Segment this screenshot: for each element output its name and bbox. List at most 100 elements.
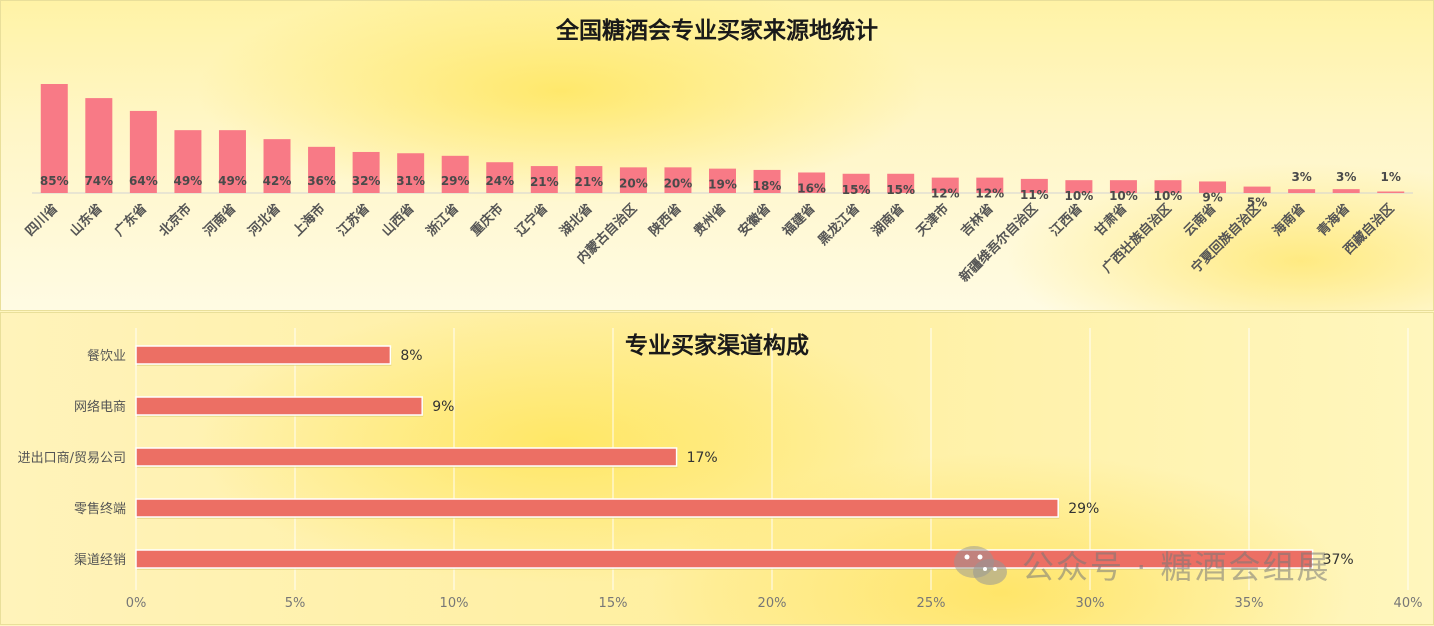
data-label-宁夏回族自治区: 5% <box>1247 196 1267 210</box>
data-label-网络电商: 9% <box>432 399 454 415</box>
wechat-icon <box>950 542 1010 588</box>
tick-label-江西省: 江西省 <box>1047 201 1086 240</box>
data-label-浙江省: 29% <box>441 174 470 188</box>
tick-label-云南省: 云南省 <box>1180 201 1219 240</box>
bar-黑龙江省 <box>842 173 870 193</box>
x-tick-label: 30% <box>1076 596 1105 611</box>
bar-宁夏回族自治区 <box>1243 186 1271 193</box>
data-label-辽宁省: 21% <box>530 175 559 189</box>
data-label-餐饮业: 8% <box>400 348 422 364</box>
bar-渠道经销 <box>135 549 1314 569</box>
tick-label-贵州省: 贵州省 <box>690 201 729 240</box>
chart-title: 全国糖酒会专业买家来源地统计 <box>556 18 878 44</box>
tick-label-重庆市: 重庆市 <box>468 201 507 240</box>
bar-陕西省 <box>664 167 692 193</box>
channel-chart-panel: 0% 5% 10% 15% 20% 25% 30% 35% 40% 8% 餐饮业 9% 网络电商 17% 进… <box>0 312 1434 625</box>
bar-上海市 <box>308 146 336 193</box>
bar-山东省 <box>85 98 113 193</box>
tick-label-江苏省: 江苏省 <box>334 201 373 240</box>
source-region-chart-panel: 85% 四川省 74% 山东省 64% 广东省 49% 北京市 49% 河南省 42% 河北省 36% 上… <box>0 0 1434 311</box>
bar-重庆市 <box>486 162 514 193</box>
x-tick-label: 0% <box>126 596 147 611</box>
data-label-山西省: 31% <box>396 174 425 188</box>
data-label-河北省: 42% <box>263 174 292 188</box>
bar-云南省 <box>1199 181 1227 193</box>
tick-label-黑龙江省: 黑龙江省 <box>815 201 863 249</box>
tick-label-山东省: 山东省 <box>67 201 106 240</box>
bar-福建省 <box>798 172 826 193</box>
data-label-重庆市: 24% <box>485 174 514 188</box>
data-label-天津市: 12% <box>931 187 960 201</box>
data-label-内蒙古自治区: 20% <box>619 176 648 190</box>
data-label-湖南省: 15% <box>886 183 915 197</box>
data-label-江苏省: 32% <box>352 174 381 188</box>
tick-label-海南省: 海南省 <box>1270 201 1309 240</box>
data-label-海南省: 3% <box>1291 170 1311 184</box>
chart-title: 专业买家渠道构成 <box>625 333 809 359</box>
bar-安徽省 <box>753 169 781 193</box>
data-label-云南省: 9% <box>1202 190 1222 204</box>
data-label-广东省: 64% <box>129 174 158 188</box>
bar-零售终端 <box>135 498 1059 518</box>
data-label-安徽省: 18% <box>753 179 782 193</box>
bar-网络电商 <box>135 396 423 416</box>
category-label-渠道经销: 渠道经销 <box>74 553 126 568</box>
data-label-西藏自治区: 1% <box>1381 170 1401 184</box>
data-label-北京市: 49% <box>174 174 203 188</box>
tick-label-吉林省: 吉林省 <box>958 201 997 240</box>
data-label-陕西省: 20% <box>664 176 693 190</box>
category-label-网络电商: 网络电商 <box>74 399 126 415</box>
data-label-吉林省: 12% <box>975 187 1004 201</box>
watermark-text: 公众号 · 糖酒会组展 <box>1022 548 1331 586</box>
data-label-进出口商/贸易公司: 17% <box>687 450 718 466</box>
bar-西藏自治区 <box>1377 191 1405 193</box>
bar-青海省 <box>1332 189 1360 193</box>
x-tick-label: 40% <box>1394 596 1423 611</box>
tick-label-辽宁省: 辽宁省 <box>512 201 551 240</box>
x-tick-label: 35% <box>1235 596 1264 611</box>
data-label-甘肃省: 10% <box>1109 189 1138 203</box>
x-tick-label: 25% <box>917 596 946 611</box>
tick-label-福建省: 福建省 <box>779 201 819 241</box>
bar-吉林省 <box>976 177 1004 193</box>
tick-label-北京市: 北京市 <box>156 201 195 240</box>
bar-辽宁省 <box>530 166 558 193</box>
data-label-湖北省: 21% <box>574 175 603 189</box>
bar-天津市 <box>931 177 959 193</box>
tick-label-天津市: 天津市 <box>913 201 952 240</box>
bar-河北省 <box>263 139 291 193</box>
x-tick-label: 10% <box>440 596 469 611</box>
bar-海南省 <box>1288 189 1316 193</box>
bar-江西省 <box>1065 180 1093 193</box>
data-label-零售终端: 29% <box>1068 501 1099 517</box>
tick-label-甘肃省: 甘肃省 <box>1091 201 1130 240</box>
data-label-上海市: 36% <box>307 174 336 188</box>
category-label-餐饮业: 餐饮业 <box>87 348 126 364</box>
tick-label-四川省: 四川省 <box>22 201 61 240</box>
data-label-四川省: 85% <box>40 174 69 188</box>
source-region-chart: 85% 四川省 74% 山东省 64% 广东省 49% 北京市 49% 河南省 42% 河北省 36% 上… <box>22 84 1413 286</box>
tick-label-安徽省: 安徽省 <box>735 201 774 240</box>
channel-chart: 0% 5% 10% 15% 20% 25% 30% 35% 40% 8% 餐饮业 9% 网络电商 17% 进… <box>18 328 1423 611</box>
tick-label-湖北省: 湖北省 <box>557 201 596 240</box>
bar-河南省 <box>218 130 246 193</box>
bar-湖南省 <box>887 173 915 193</box>
data-label-广西壮族自治区: 10% <box>1154 189 1183 203</box>
bar-内蒙古自治区 <box>619 167 647 193</box>
tick-label-青海省: 青海省 <box>1314 201 1353 240</box>
tick-label-新疆维吾尔自治区: 新疆维吾尔自治区 <box>956 201 1041 286</box>
watermark: 公众号 · 糖酒会组展 <box>950 540 1331 590</box>
tick-label-湖南省: 湖南省 <box>869 201 908 240</box>
bar-山西省 <box>397 153 425 193</box>
tick-label-山西省: 山西省 <box>379 201 418 240</box>
x-tick-label: 5% <box>285 596 306 611</box>
bar-贵州省 <box>709 168 736 193</box>
bar-餐饮业 <box>135 345 392 365</box>
bar-广东省 <box>129 110 157 193</box>
data-label-福建省: 16% <box>797 181 826 195</box>
bar-浙江省 <box>441 155 469 193</box>
data-label-青海省: 3% <box>1336 170 1356 184</box>
bar-江苏省 <box>352 151 380 193</box>
data-label-江西省: 10% <box>1065 189 1094 203</box>
data-label-山东省: 74% <box>84 174 113 188</box>
